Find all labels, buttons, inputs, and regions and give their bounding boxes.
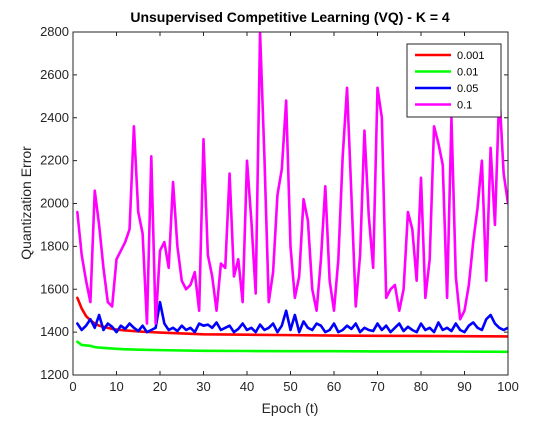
series-line-0-05 <box>76 300 508 334</box>
x-tick-label: 40 <box>240 379 254 394</box>
y-tick-label: 2600 <box>40 67 69 82</box>
x-tick-label: 10 <box>109 379 123 394</box>
x-axis-label: Epoch (t) <box>262 400 319 416</box>
legend-label: 0.1 <box>457 100 472 112</box>
legend-label: 0.001 <box>457 50 485 62</box>
x-tick-label: 20 <box>153 379 167 394</box>
x-tick-label: 80 <box>414 379 428 394</box>
legend: 0.001 0.01 0.05 0.1 <box>406 43 502 118</box>
plot-frame <box>72 31 509 376</box>
y-tick-label: 2800 <box>40 24 69 39</box>
chart-title: Unsupervised Competitive Learning (VQ) -… <box>130 9 450 25</box>
y-tick-label: 2400 <box>40 110 69 125</box>
legend-label: 0.05 <box>457 83 478 95</box>
x-tick-label: 50 <box>283 379 297 394</box>
y-tick-label: 1400 <box>40 324 69 339</box>
y-tick-label: 2200 <box>40 153 69 168</box>
y-axis-label: Quantization Error <box>18 146 34 260</box>
legend-label: 0.01 <box>457 67 478 79</box>
x-tick-label: 70 <box>370 379 384 394</box>
y-tick-label: 1800 <box>40 238 69 253</box>
y-tick-label: 1200 <box>40 367 69 382</box>
x-tick-label: 60 <box>327 379 341 394</box>
series-line-0-01 <box>76 340 508 354</box>
x-tick-label: 30 <box>196 379 210 394</box>
y-tick-label: 1600 <box>40 281 69 296</box>
x-tick-label: 100 <box>497 379 519 394</box>
x-tick-label: 90 <box>457 379 471 394</box>
x-tick-label: 0 <box>69 379 76 394</box>
series-line-0-1 <box>76 32 508 325</box>
y-tick-label: 2000 <box>40 196 69 211</box>
